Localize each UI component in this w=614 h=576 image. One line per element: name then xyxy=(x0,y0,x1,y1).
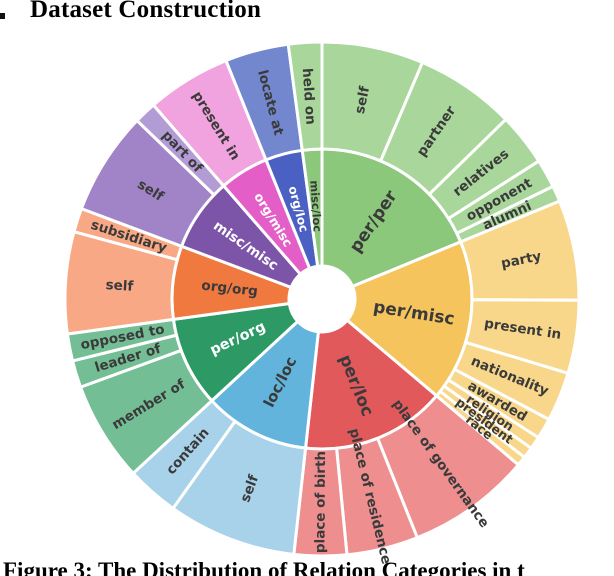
section-number-fragment xyxy=(0,13,5,19)
segment-label-org-org-self: self xyxy=(105,277,134,295)
segment-label-org-org: org/org xyxy=(201,278,259,300)
segment-label-misc-loc-held-on: held on xyxy=(299,68,319,126)
segment-label-per-loc-place-of-birth: place of birth xyxy=(312,451,329,553)
sunburst-segment-misc-loc-held-on xyxy=(286,40,324,152)
segment-label-misc-loc: misc/loc xyxy=(307,180,324,232)
segment-label-per-misc-party: party xyxy=(500,248,543,272)
section-heading: Dataset Construction xyxy=(30,0,262,23)
figure-caption: Figure 3: The Distribution of Relation C… xyxy=(3,558,525,576)
segment-label-per-per-self: self xyxy=(352,85,373,115)
